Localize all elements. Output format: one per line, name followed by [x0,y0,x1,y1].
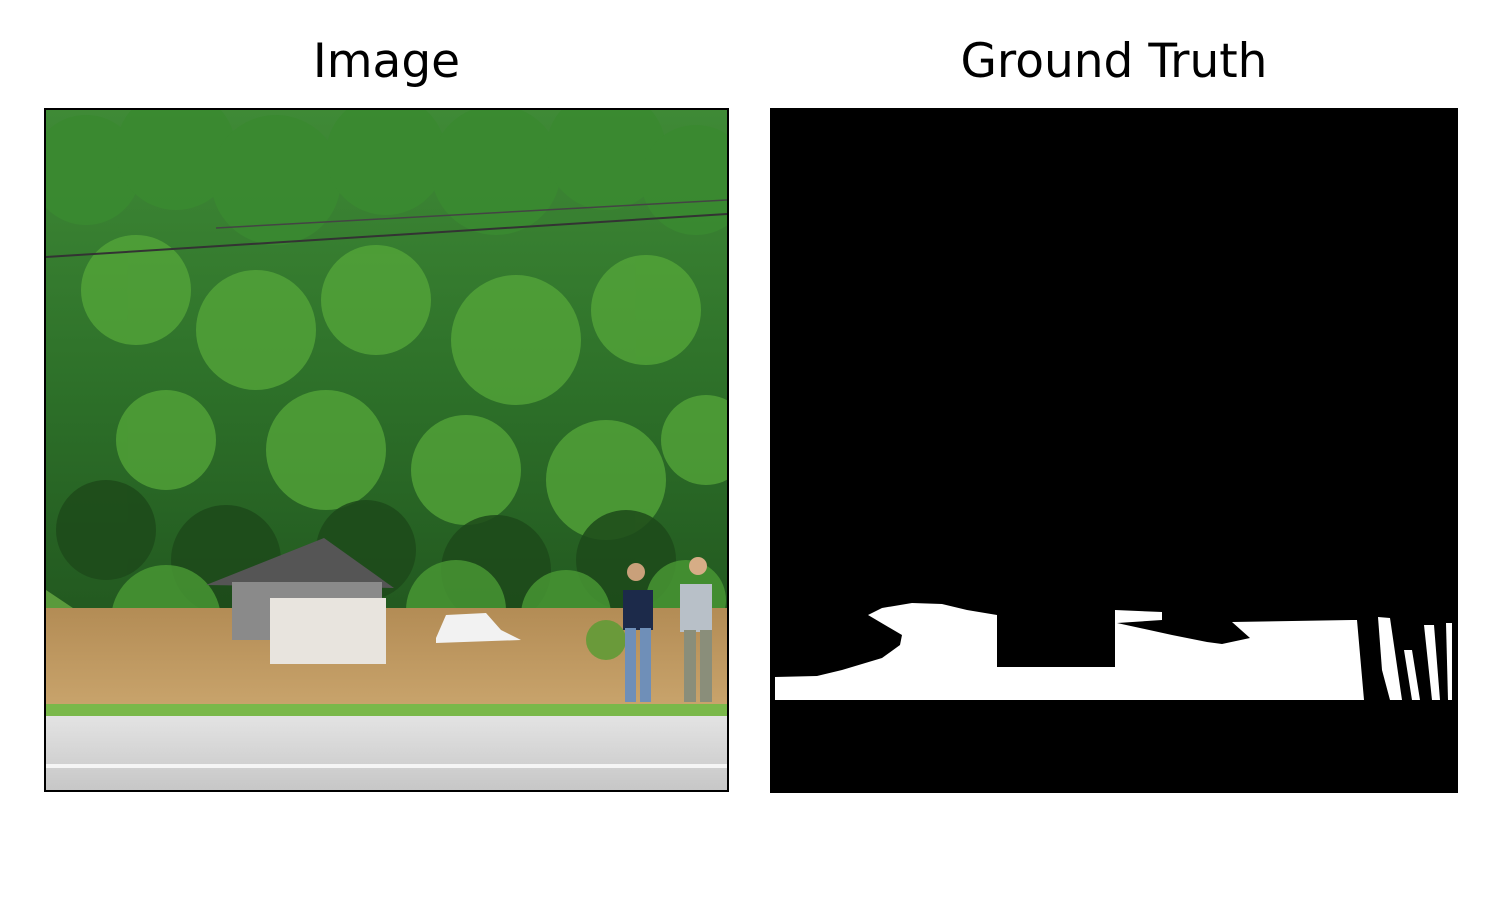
image-panel-title: Image [312,34,461,89]
flood-photo-panel [44,108,729,792]
flood-photo [46,110,727,790]
floating-container [270,598,386,664]
mask-person-strip-4 [1424,625,1440,700]
ground-truth-mask-panel [770,108,1458,793]
bush [586,620,626,660]
grass-verge [46,704,727,716]
flood-mask-region [775,603,1352,700]
ground-truth-mask [772,110,1456,791]
mask-person-strip-5 [1446,623,1452,700]
tree-foliage [46,110,727,245]
power-line [46,213,727,258]
mask-person-strip-2 [1378,617,1402,700]
mask-person-strip-1 [1352,620,1364,700]
mask-person-strip-3 [1404,650,1420,700]
road [46,716,727,790]
ground-truth-panel-title: Ground Truth [960,34,1268,89]
shed-roof [206,538,394,588]
submerged-car [436,613,521,643]
person-left [623,563,653,702]
person-right [680,557,712,702]
